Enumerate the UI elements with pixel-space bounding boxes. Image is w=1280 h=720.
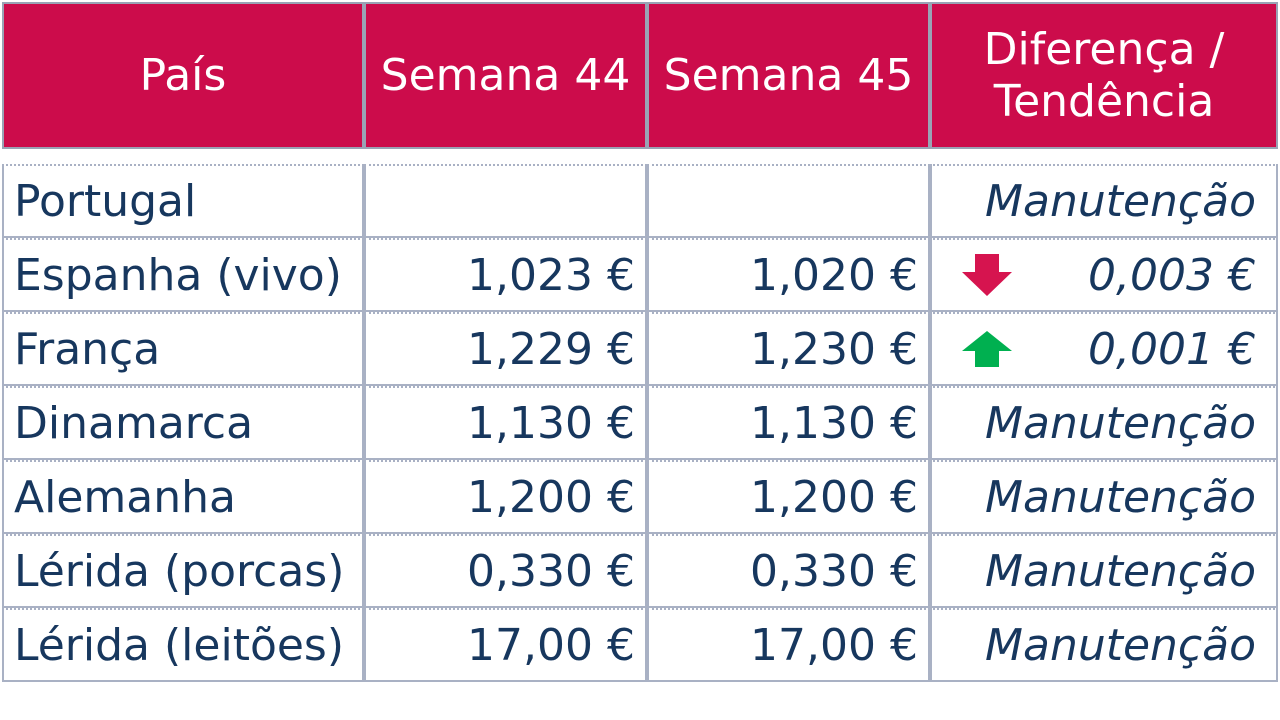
country-name: Lérida (porcas) — [14, 545, 345, 597]
table-row-country: Espanha (vivo) — [2, 238, 364, 312]
country-name: Alemanha — [14, 471, 236, 523]
header-country-label: País — [139, 49, 227, 101]
week44-text: 17,00 € — [467, 619, 635, 671]
table-row-country: Alemanha — [2, 460, 364, 534]
country-name: Lérida (leitões) — [14, 619, 345, 671]
country-name: Dinamarca — [14, 397, 254, 449]
week45-text: 1,200 € — [750, 471, 918, 523]
trend-text: Manutenção — [985, 471, 1256, 523]
header-country: País — [2, 2, 364, 149]
header-week45-label: Semana 45 — [663, 49, 914, 101]
week45-text: 1,020 € — [750, 249, 918, 301]
trend-text: 0,001 € — [1088, 323, 1256, 375]
table-row-country: Portugal — [2, 164, 364, 238]
week45-value — [647, 164, 930, 238]
table-header: País Semana 44 Semana 45 Diferença / Ten… — [2, 2, 1278, 149]
week44-value: 1,130 € — [364, 386, 647, 460]
table-row-country: França — [2, 312, 364, 386]
week44-value: 1,229 € — [364, 312, 647, 386]
trend-text: Manutenção — [985, 619, 1256, 671]
week45-text: 1,130 € — [750, 397, 918, 449]
trend-text: Manutenção — [985, 397, 1256, 449]
country-name: Espanha (vivo) — [14, 249, 342, 301]
header-difference-line1: Diferença / — [983, 23, 1225, 75]
table-row-country: Lérida (leitões) — [2, 608, 364, 682]
table-row-country: Dinamarca — [2, 386, 364, 460]
country-name: França — [14, 323, 161, 375]
week45-value: 17,00 € — [647, 608, 930, 682]
week44-text: 0,330 € — [467, 545, 635, 597]
week44-value: 0,330 € — [364, 534, 647, 608]
week45-value: 1,020 € — [647, 238, 930, 312]
header-week44: Semana 44 — [364, 2, 647, 149]
trend-value: Manutenção — [930, 460, 1278, 534]
trend-text: Manutenção — [985, 175, 1256, 227]
table-row-country: Lérida (porcas) — [2, 534, 364, 608]
week45-value: 1,130 € — [647, 386, 930, 460]
header-difference-line2: Tendência — [993, 75, 1215, 127]
trend-value: 0,003 € — [930, 238, 1278, 312]
week45-value: 0,330 € — [647, 534, 930, 608]
week45-text: 1,230 € — [750, 323, 918, 375]
header-difference: Diferença / Tendência — [930, 2, 1278, 149]
week44-value: 1,200 € — [364, 460, 647, 534]
trend-text: 0,003 € — [1088, 249, 1256, 301]
week44-text: 1,130 € — [467, 397, 635, 449]
trend-value: 0,001 € — [930, 312, 1278, 386]
country-name: Portugal — [14, 175, 197, 227]
trend-value: Manutenção — [930, 534, 1278, 608]
trend-value: Manutenção — [930, 164, 1278, 238]
week44-value: 17,00 € — [364, 608, 647, 682]
week45-value: 1,200 € — [647, 460, 930, 534]
week45-text: 17,00 € — [750, 619, 918, 671]
price-table: Portugal Manutenção Espanha (vivo) 1,023… — [2, 164, 1278, 682]
header-week44-label: Semana 44 — [380, 49, 631, 101]
week45-text: 0,330 € — [750, 545, 918, 597]
week44-value — [364, 164, 647, 238]
arrow-up-icon — [962, 331, 1012, 367]
week44-text: 1,023 € — [467, 249, 635, 301]
header-week45: Semana 45 — [647, 2, 930, 149]
trend-value: Manutenção — [930, 386, 1278, 460]
arrow-down-icon — [962, 254, 1012, 296]
trend-text: Manutenção — [985, 545, 1256, 597]
week44-text: 1,229 € — [467, 323, 635, 375]
week44-text: 1,200 € — [467, 471, 635, 523]
week44-value: 1,023 € — [364, 238, 647, 312]
trend-value: Manutenção — [930, 608, 1278, 682]
week45-value: 1,230 € — [647, 312, 930, 386]
